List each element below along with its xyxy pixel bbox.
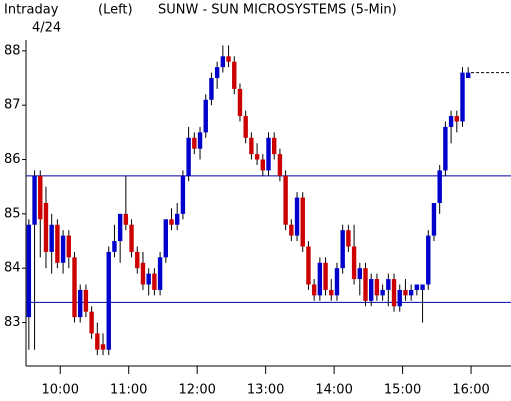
candle-body [117, 213, 123, 242]
candle-body [243, 116, 248, 138]
candle-body [317, 262, 323, 296]
candle-body [214, 67, 220, 79]
candle-body [283, 175, 288, 225]
x-tick-label: 12:00 [178, 383, 215, 398]
candle-body [260, 159, 265, 171]
candle-body [391, 279, 397, 307]
candle-body [220, 56, 226, 68]
candle-body [95, 333, 100, 350]
candle-body [66, 235, 71, 258]
candle-body [294, 197, 300, 236]
candle-body [26, 224, 32, 318]
candle-body [237, 88, 243, 117]
candle-body [55, 224, 60, 263]
candle-body [129, 224, 134, 252]
candle-body [100, 344, 106, 350]
candle-body [232, 61, 237, 89]
candle-body [437, 170, 442, 203]
y-tick-label: 83 [4, 315, 21, 330]
candle-body [272, 137, 277, 155]
candle-body [32, 175, 37, 225]
candle-body [78, 289, 83, 318]
candle-body [466, 72, 471, 79]
x-tick-label: 11:00 [110, 383, 147, 398]
y-tick-label: 84 [4, 261, 21, 276]
candle-body [426, 235, 431, 285]
candle-body [363, 268, 368, 301]
candle-body [414, 284, 420, 290]
x-tick-label: 13:00 [247, 383, 284, 398]
x-tick-label: 10:00 [42, 383, 79, 398]
candle-body [83, 289, 89, 312]
candle-body [192, 137, 197, 149]
candle-body [197, 132, 203, 149]
candle-body [346, 230, 351, 247]
candle-body [226, 56, 231, 62]
candle-body [38, 175, 43, 220]
candle-body [43, 203, 49, 252]
candle-body [334, 268, 340, 296]
candle-body [374, 279, 380, 296]
candle-body [300, 197, 305, 247]
candle-body [186, 137, 191, 176]
candle-body [289, 224, 294, 236]
candle-body [152, 273, 157, 290]
candle-body [123, 213, 129, 225]
candle-body [169, 219, 174, 225]
axis-side: (Left) [98, 3, 133, 18]
candle-body [403, 289, 408, 296]
y-tick-label: 86 [4, 152, 21, 167]
candle-body [140, 262, 146, 285]
candle-body [369, 279, 374, 301]
candle-body [266, 137, 271, 171]
candle-body [175, 213, 180, 225]
x-tick-label: 16:00 [452, 383, 489, 398]
candle-body [454, 116, 459, 122]
candle-body [163, 219, 168, 258]
x-tick-label: 15:00 [384, 383, 421, 398]
candle-body [180, 175, 186, 214]
candle-body [357, 268, 362, 280]
candle-body [397, 289, 402, 307]
candle-body [60, 235, 66, 263]
candle-body [254, 154, 260, 160]
y-tick-label: 85 [4, 206, 21, 221]
candle-body [146, 273, 151, 285]
candle-body [249, 137, 254, 155]
y-tick-label: 87 [4, 98, 21, 113]
y-tick-label: 88 [4, 43, 21, 58]
candle-body [49, 224, 54, 252]
chart-date: 4/24 [32, 21, 61, 36]
candle-body [72, 257, 77, 318]
candle-body [386, 279, 391, 290]
candle-body [311, 284, 317, 296]
candle-body [135, 251, 140, 269]
candle-body [323, 262, 328, 290]
candle-body [431, 203, 437, 236]
candle-body [112, 241, 117, 252]
candle-body [351, 246, 357, 280]
candle-body [329, 289, 334, 296]
candle-body [460, 72, 465, 122]
candle-body [203, 99, 208, 133]
candle-body [448, 116, 454, 127]
candle-body [443, 126, 448, 171]
candle-body [209, 78, 214, 100]
candle-body [277, 154, 283, 176]
candle-body [157, 257, 163, 290]
x-tick-label: 14:00 [315, 383, 352, 398]
candle-body [340, 230, 345, 269]
chart-label: Intraday [4, 3, 59, 18]
candle-body [380, 289, 385, 296]
candle-body [408, 289, 414, 296]
candle-body [106, 251, 111, 350]
candle-body [420, 284, 425, 290]
chart-title: SUNW - SUN MICROSYSTEMS (5-Min) [158, 3, 397, 18]
candle-body [306, 246, 311, 285]
candle-body [89, 311, 94, 334]
